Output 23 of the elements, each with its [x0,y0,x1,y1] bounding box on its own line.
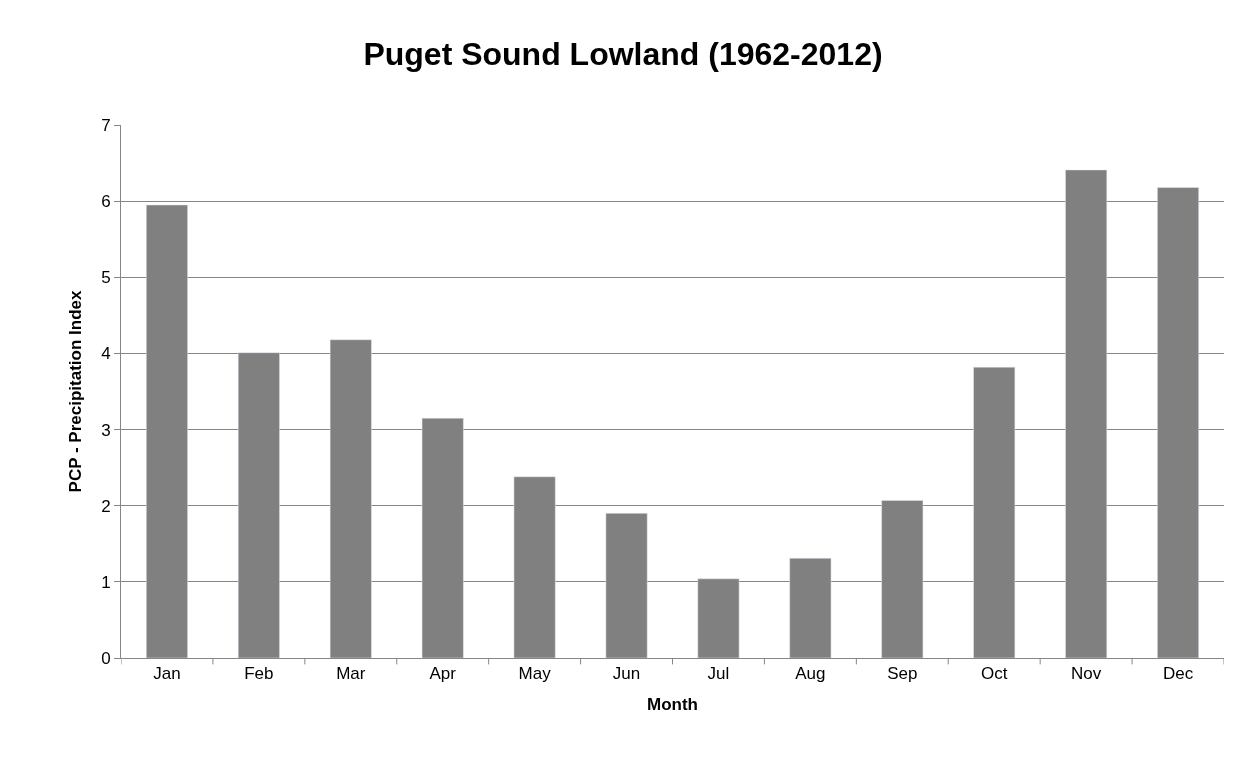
x-axis-title: Month [647,694,698,714]
x-tick-label: Feb [244,664,274,684]
x-tick-label: Oct [980,664,1008,684]
y-tick-label: 7 [101,115,111,135]
x-tick-label: Jun [612,664,641,684]
y-tick-label: 5 [101,268,111,288]
x-tick-label: Mar [336,664,366,684]
x-tick-label: Jul [707,664,730,684]
y-tick-label: 2 [101,496,111,516]
x-tick-label: Apr [429,664,457,684]
y-tick-label: 6 [101,192,111,212]
x-tick-label: Nov [1071,664,1102,684]
x-tick-label: May [518,664,552,684]
x-tick-label: Sep [887,664,918,684]
x-tick-label: Aug [795,664,826,684]
y-tick-label: 1 [101,572,111,592]
chart-title: Puget Sound Lowland (1962-2012) [363,36,883,73]
x-tick-label: Dec [1162,664,1194,684]
y-axis-title: PCP - Precipitation Index [65,290,85,493]
x-tick-label: Jan [153,664,181,684]
y-tick-label: 0 [101,648,111,668]
y-tick-label: 3 [101,420,111,440]
y-tick-label: 4 [101,344,111,364]
